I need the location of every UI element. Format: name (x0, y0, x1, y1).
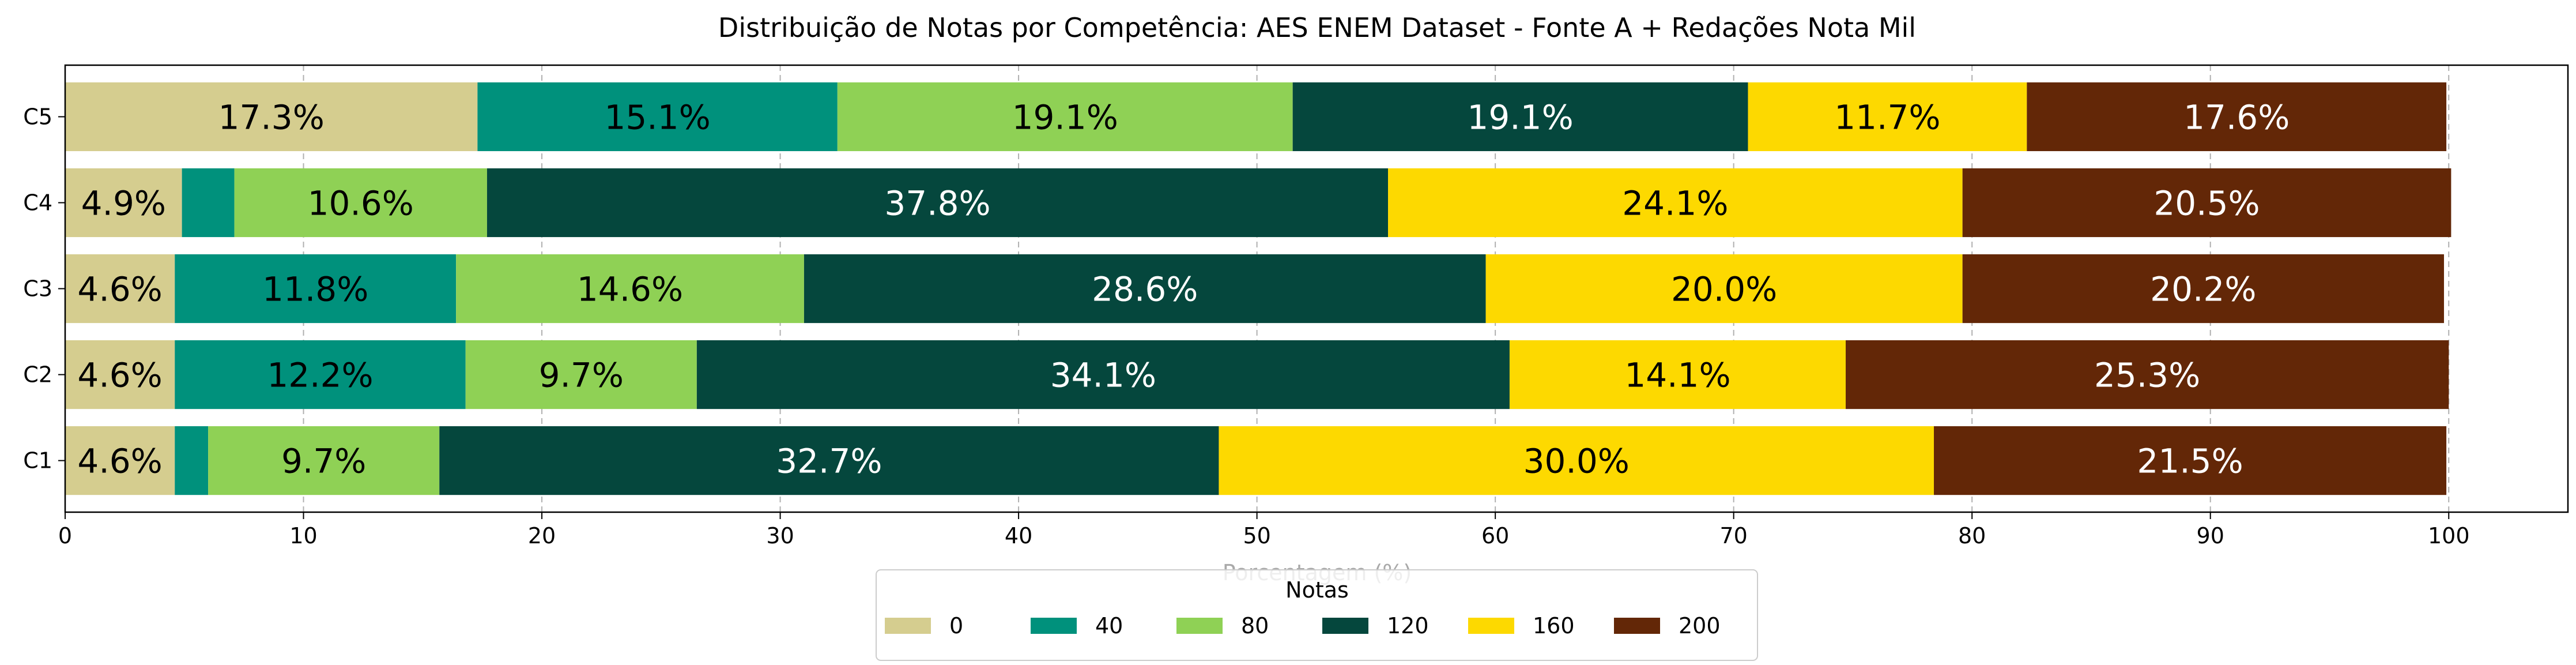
x-axis: 0 10 20 30 40 50 60 70 80 90 100 (58, 512, 2470, 548)
x-tick-label: 70 (1719, 523, 1747, 548)
bar-segment (696, 340, 1510, 409)
bar-segment (65, 254, 175, 324)
bar-value-label: 19.1% (1012, 97, 1118, 137)
bar-segment (1509, 340, 1846, 409)
bar-segment (1485, 254, 1963, 324)
bar-segment (456, 254, 804, 324)
x-tick-label: 50 (1243, 523, 1270, 548)
legend-label: 80 (1241, 613, 1269, 638)
bar-value-label: 15.1% (604, 97, 710, 137)
bar-segment (175, 254, 457, 324)
bar-value-label: 25.3% (2094, 356, 2200, 395)
bar-segment (1846, 340, 2449, 409)
bar-value-label: 11.8% (262, 270, 368, 309)
bar-value-label: 19.1% (1467, 97, 1573, 137)
y-tick-label: C4 (23, 190, 52, 215)
bar-value-label: 10.6% (308, 183, 414, 223)
legend-swatch (1322, 618, 1368, 634)
bar-value-label: 28.6% (1092, 270, 1198, 309)
x-tick-label: 90 (2197, 523, 2224, 548)
legend-swatch (1031, 618, 1077, 634)
bar-value-label: 20.5% (2153, 183, 2260, 223)
bar-value-label: 14.1% (1624, 356, 1730, 395)
bar-value-label: 20.0% (1671, 270, 1777, 309)
x-tick-label: 100 (2428, 523, 2470, 548)
y-tick-label: C3 (23, 276, 52, 302)
x-tick-label: 20 (528, 523, 556, 548)
y-tick-label: C1 (23, 448, 52, 474)
bar-value-label: 9.7% (539, 356, 624, 395)
bar-value-label: 30.0% (1523, 442, 1630, 481)
bar-segment (837, 82, 1293, 152)
bar-value-label: 12.2% (267, 356, 373, 395)
legend-items: 0 40 80 120 160 200 (885, 613, 1721, 638)
bar-value-label: 14.6% (577, 270, 683, 309)
bar-segment (175, 426, 209, 495)
y-tick-label: C5 (23, 104, 52, 129)
bar-segment (1934, 426, 2447, 495)
legend-label: 160 (1533, 613, 1575, 638)
bar-segment (439, 426, 1219, 495)
bar-segment (65, 82, 478, 152)
bar-segment (175, 340, 466, 409)
bar-value-label: 21.5% (2137, 442, 2243, 481)
x-tick-label: 10 (289, 523, 317, 548)
bar-segment (65, 426, 175, 495)
bar-segment (1388, 168, 1963, 238)
bar-value-label: 20.2% (2150, 270, 2256, 309)
legend-box (876, 569, 1758, 661)
x-tick-label: 40 (1005, 523, 1032, 548)
legend-label: 120 (1387, 613, 1429, 638)
bar-segment (465, 340, 697, 409)
bar-segment (65, 168, 182, 238)
legend: Notas 0 40 80 120 160 200 (876, 569, 1758, 661)
bar-value-label: 34.1% (1050, 356, 1156, 395)
bar-segment (2027, 82, 2447, 152)
legend-label: 200 (1679, 613, 1721, 638)
bar-value-label: 32.7% (776, 442, 882, 481)
bar-segment (1962, 168, 2451, 238)
bar-value-label: 37.8% (884, 183, 990, 223)
legend-swatch (1614, 618, 1660, 634)
legend-label: 0 (949, 613, 963, 638)
bar-value-label: 9.7% (281, 442, 366, 481)
bar-segment (1219, 426, 1934, 495)
bars (65, 82, 2451, 495)
bar-segment (234, 168, 487, 238)
legend-label: 40 (1095, 613, 1123, 638)
bar-value-label: 24.1% (1622, 183, 1728, 223)
bar-value-label: 17.3% (218, 97, 325, 137)
bar-segment (1748, 82, 2027, 152)
x-tick-label: 60 (1481, 523, 1509, 548)
y-axis: C1 C2 C3 C4 C5 (23, 104, 65, 474)
chart-title: Distribuição de Notas por Competência: A… (718, 12, 1916, 43)
legend-swatch (885, 618, 931, 634)
bar-labels: 4.6% 9.7% 32.7% 30.0% 21.5% 4.6% 12.2% 9.7% 34.1… (77, 97, 2290, 480)
x-tick-label: 30 (766, 523, 794, 548)
legend-title: Notas (1285, 577, 1349, 603)
bar-segment (182, 168, 235, 238)
bar-segment (1962, 254, 2444, 324)
x-tick-label: 80 (1958, 523, 1986, 548)
y-tick-label: C2 (23, 362, 52, 388)
x-tick-label: 0 (58, 523, 72, 548)
bar-value-label: 17.6% (2183, 97, 2290, 137)
bar-segment (1292, 82, 1748, 152)
bar-segment (477, 82, 838, 152)
bar-value-label: 4.9% (81, 183, 166, 223)
bar-value-label: 4.6% (77, 270, 162, 309)
bar-segment (65, 340, 175, 409)
bar-segment (208, 426, 440, 495)
legend-swatch (1468, 618, 1514, 634)
bar-value-label: 11.7% (1834, 97, 1940, 137)
bar-value-label: 4.6% (77, 356, 162, 395)
bar-segment (486, 168, 1389, 238)
legend-swatch (1176, 618, 1223, 634)
bar-segment (804, 254, 1486, 324)
bar-value-label: 4.6% (77, 442, 162, 481)
